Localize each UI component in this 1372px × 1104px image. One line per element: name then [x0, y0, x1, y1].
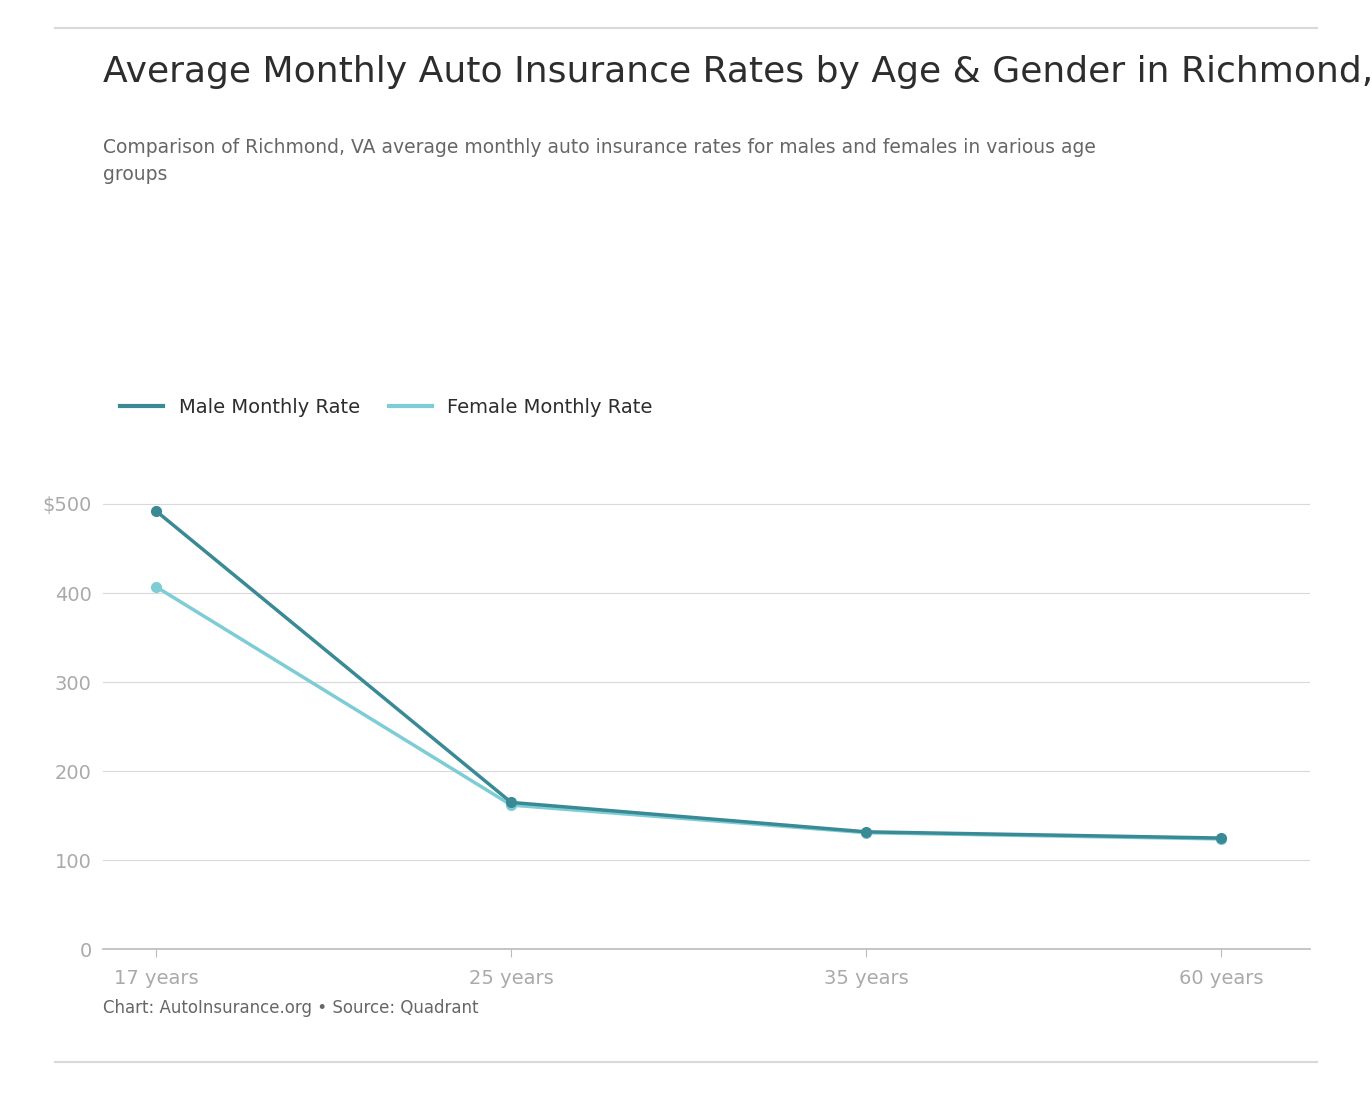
- Text: Comparison of Richmond, VA average monthly auto insurance rates for males and fe: Comparison of Richmond, VA average month…: [103, 138, 1096, 183]
- Text: Chart: AutoInsurance.org • Source: Quadrant: Chart: AutoInsurance.org • Source: Quadr…: [103, 999, 479, 1017]
- Text: Average Monthly Auto Insurance Rates by Age & Gender in Richmond, VA: Average Monthly Auto Insurance Rates by …: [103, 55, 1372, 89]
- Legend: Male Monthly Rate, Female Monthly Rate: Male Monthly Rate, Female Monthly Rate: [113, 391, 660, 425]
